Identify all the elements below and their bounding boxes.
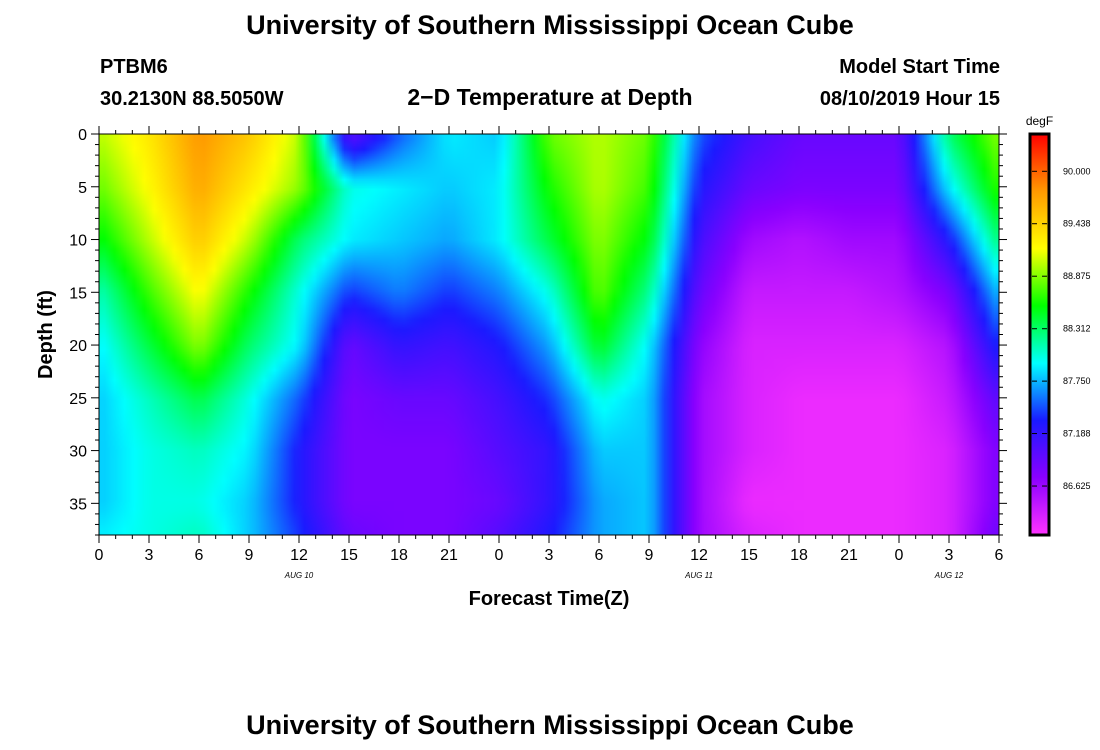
y-tick-label: 5: [78, 180, 87, 197]
y-tick-label: 10: [69, 233, 87, 250]
x-tick-label: 15: [740, 547, 758, 564]
heatmap-image: [99, 134, 999, 535]
x-tick-label: 9: [245, 547, 254, 564]
x-tick-label: 6: [195, 547, 204, 564]
y-tick-label: 0: [78, 127, 87, 144]
x-tick-label: 15: [340, 547, 358, 564]
colorbar-tick-label: 88.312: [1063, 324, 1091, 334]
x-tick-label: 12: [690, 547, 708, 564]
x-tick-label: 6: [995, 547, 1004, 564]
x-tick-label: 21: [440, 547, 458, 564]
x-tick-label: 3: [145, 547, 154, 564]
colorbar-tick-label: 88.875: [1063, 271, 1091, 281]
date-label: AUG 12: [934, 571, 964, 580]
x-tick-label: 21: [840, 547, 858, 564]
plot-frame: [98, 133, 1000, 536]
x-tick-label: 18: [790, 547, 808, 564]
y-tick-label: 15: [69, 285, 87, 302]
x-tick-label: 3: [945, 547, 954, 564]
y-axis-label: Depth (ft): [35, 290, 57, 379]
model-start-value: 08/10/2019 Hour 15: [819, 88, 1000, 110]
page-title: University of Southern Mississippi Ocean…: [246, 10, 854, 40]
model-start-label: Model Start Time: [839, 56, 1000, 78]
colorbar-scale: [1028, 132, 1051, 537]
colorbar: degF 90.000 89.438 88.875 88.312 87.750 87.18…: [1026, 114, 1091, 537]
x-axis-label: Forecast Time(Z): [469, 588, 630, 610]
station-coordinates: 30.2130N 88.5050W: [100, 88, 284, 110]
y-tick-label: 30: [69, 444, 87, 461]
station-id: PTBM6: [100, 56, 168, 78]
date-label: AUG 10: [284, 571, 314, 580]
x-tick-label: 12: [290, 547, 308, 564]
colorbar-tick-label: 87.188: [1063, 429, 1091, 439]
colorbar-tick-label: 86.625: [1063, 481, 1091, 491]
x-tick-label: 0: [895, 547, 904, 564]
y-tick-label: 20: [69, 338, 87, 355]
x-tick-label: 6: [595, 547, 604, 564]
x-axis: 0 3 6 9 12 15 18 21 0 3 6 9 12 15 18 21 0 3 6 AUG 10 AUG 11 A…: [95, 126, 1004, 580]
colorbar-unit: degF: [1026, 114, 1053, 128]
x-tick-label: 0: [95, 547, 104, 564]
colorbar-tick-label: 89.438: [1063, 219, 1091, 229]
page-footer-title: University of Southern Mississippi Ocean…: [246, 710, 854, 740]
x-tick-label: 3: [545, 547, 554, 564]
colorbar-tick-label: 90.000: [1063, 166, 1091, 176]
x-tick-label: 0: [495, 547, 504, 564]
y-axis: 0 5 10 15 20 25 30 35: [69, 127, 1007, 536]
y-tick-label: 35: [69, 496, 87, 513]
x-tick-label: 18: [390, 547, 408, 564]
x-tick-label: 9: [645, 547, 654, 564]
chart-title: 2−D Temperature at Depth: [407, 84, 693, 110]
colorbar-tick-label: 87.750: [1063, 376, 1091, 386]
date-label: AUG 11: [684, 571, 713, 580]
y-tick-label: 25: [69, 391, 87, 408]
